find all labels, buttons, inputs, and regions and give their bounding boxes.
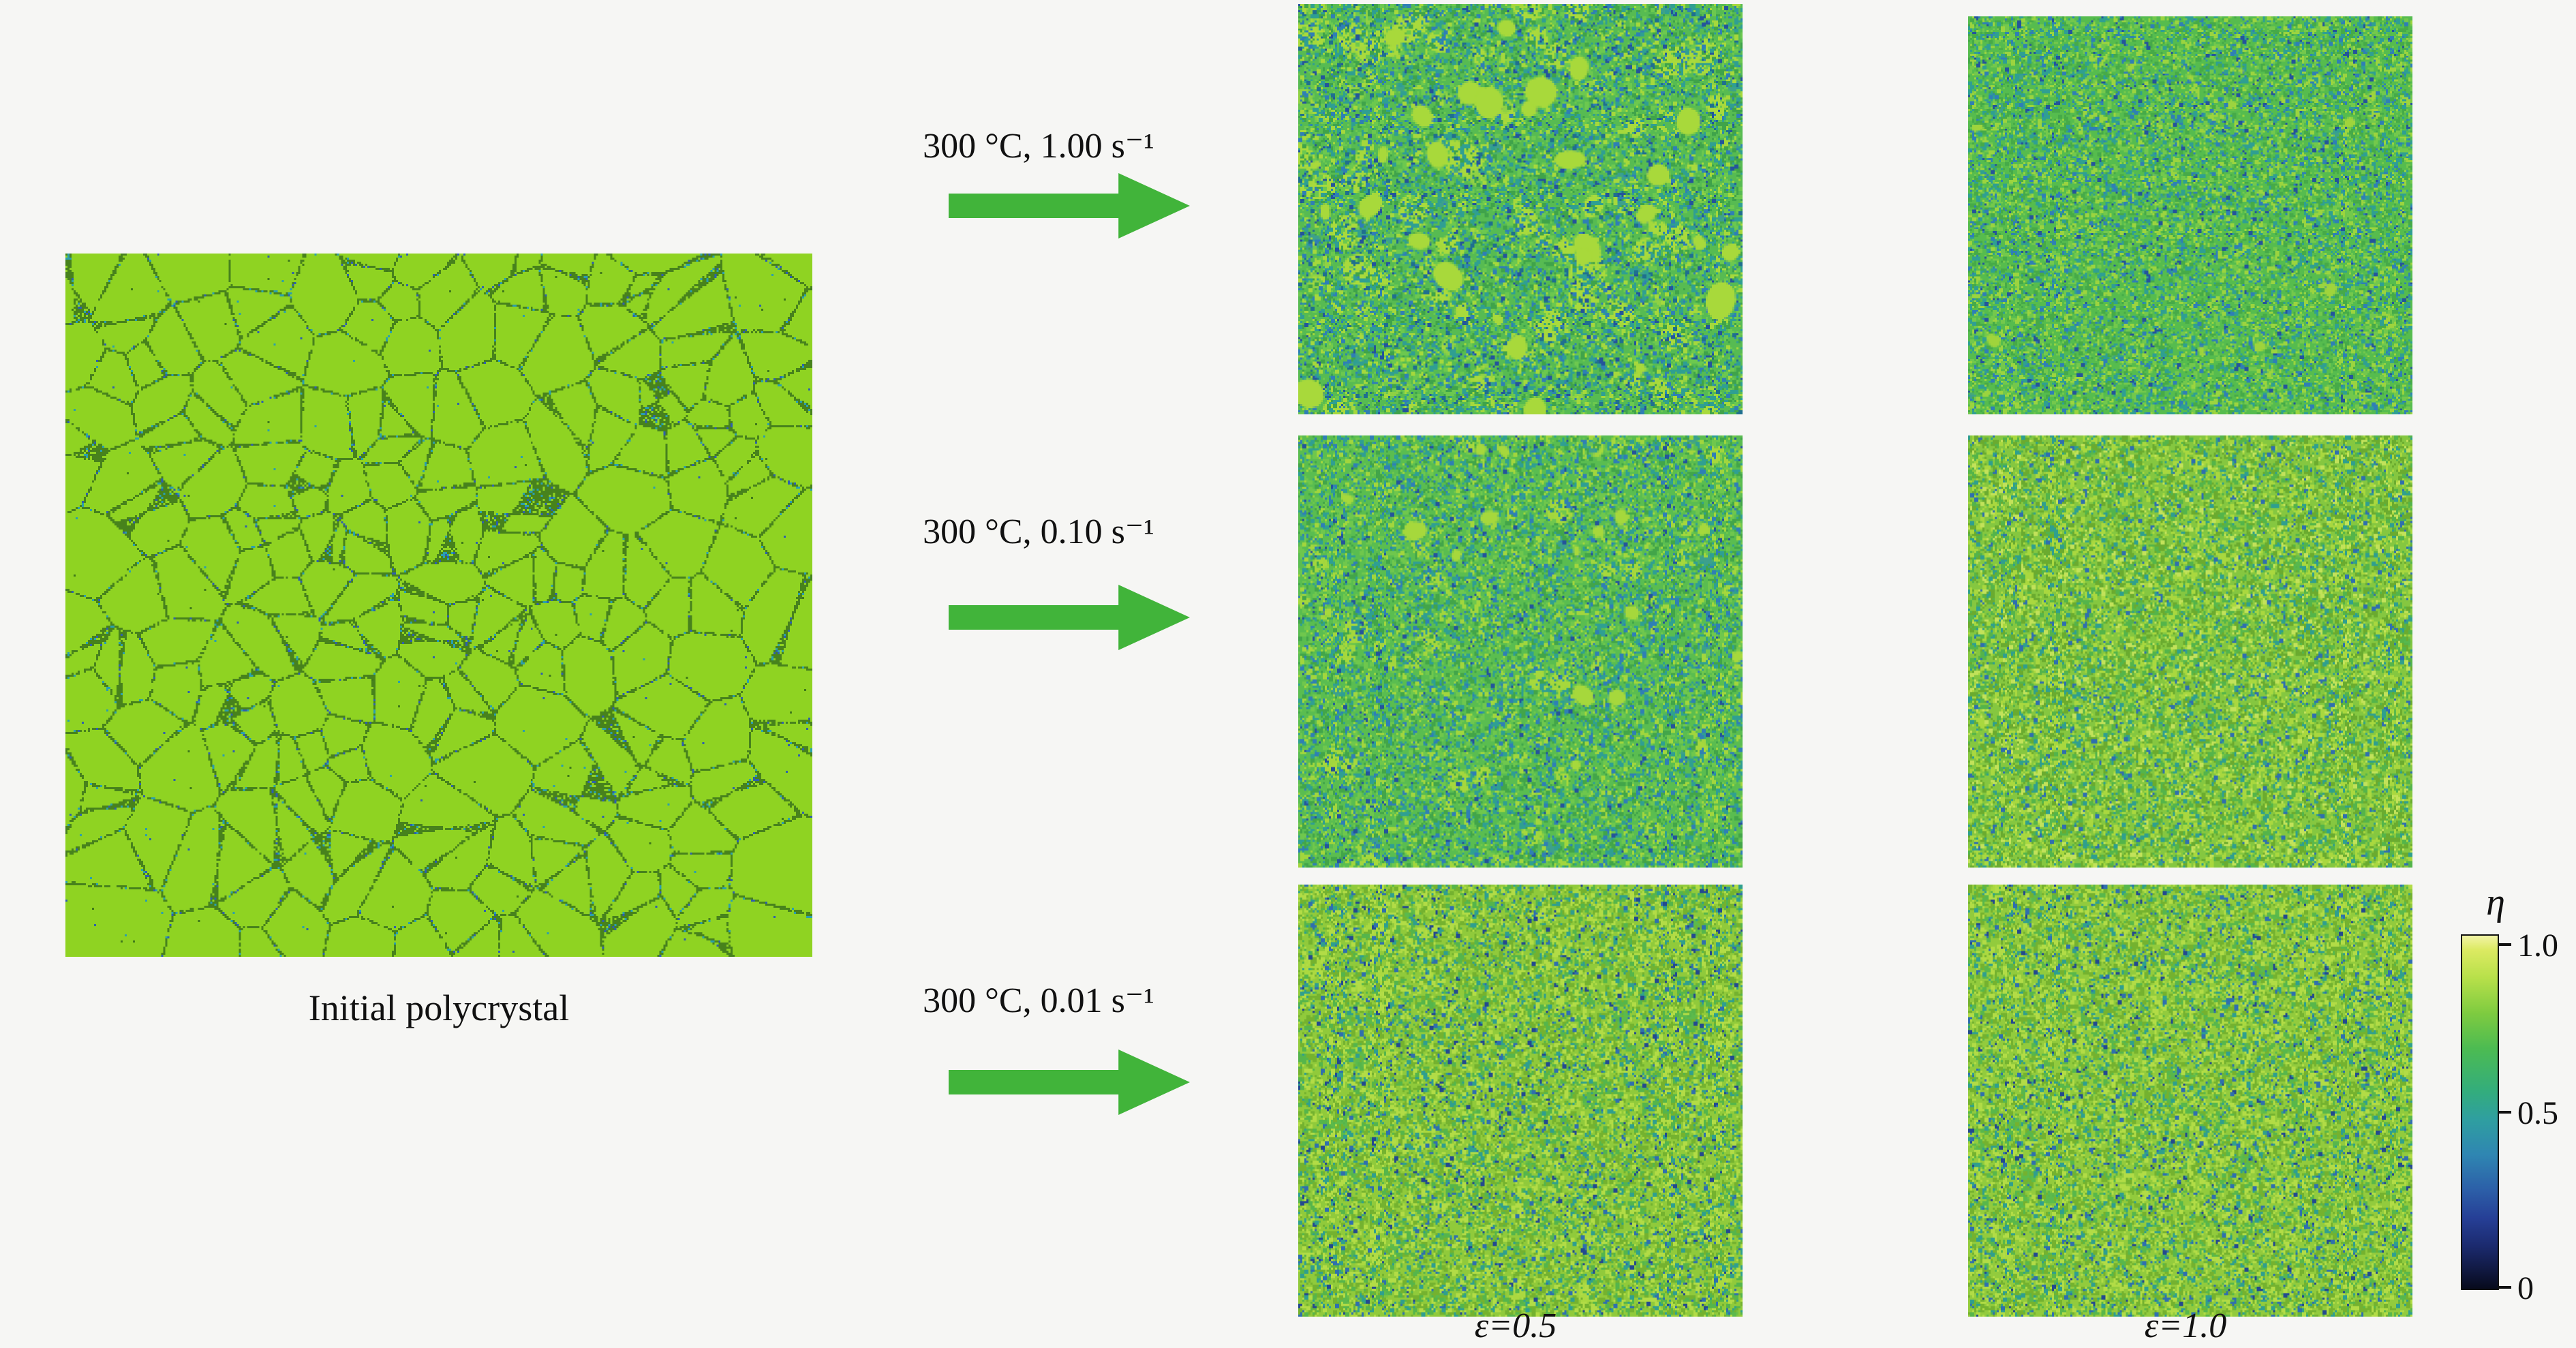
micrograph-row2-e05 <box>1298 435 1743 868</box>
initial-polycrystal-label: Initial polycrystal <box>308 987 570 1028</box>
colorbar-tick-bottom <box>2499 1286 2511 1289</box>
condition-label-2: 300 °C, 0.10 s⁻¹ <box>923 512 1154 551</box>
micrograph-row3-e10 <box>1968 885 2412 1317</box>
strain-label-e10: ε=1.0 <box>2144 1306 2227 1345</box>
colorbar-title: η <box>2486 881 2505 923</box>
condition-label-1: 300 °C, 1.00 s⁻¹ <box>923 127 1154 166</box>
arrow-right-icon-3 <box>949 1050 1191 1115</box>
initial-polycrystal-micrograph <box>65 254 812 957</box>
micrograph-row2-e10 <box>1968 435 2412 868</box>
arrow-right-icon-2 <box>949 585 1191 650</box>
strain-label-e05: ε=0.5 <box>1474 1306 1557 1345</box>
colorbar-tick-label-bottom: 0 <box>2517 1270 2534 1306</box>
colorbar-tick-label-mid: 0.5 <box>2517 1095 2558 1131</box>
micrograph-row1-e05 <box>1298 4 1743 414</box>
micrograph-row1-e10 <box>1968 16 2412 414</box>
colorbar-tick-mid <box>2499 1111 2511 1114</box>
micrograph-row3-e05 <box>1298 885 1743 1317</box>
condition-label-3: 300 °C, 0.01 s⁻¹ <box>923 981 1154 1020</box>
colorbar-gradient <box>2461 934 2499 1290</box>
colorbar-tick-top <box>2499 943 2511 946</box>
colorbar-tick-label-top: 1.0 <box>2517 928 2558 964</box>
arrow-right-icon-1 <box>949 173 1191 239</box>
